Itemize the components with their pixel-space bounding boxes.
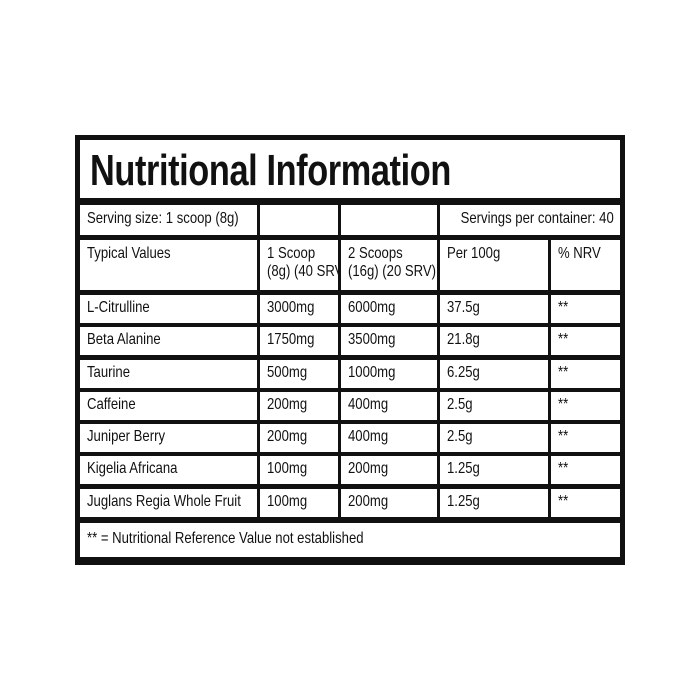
header-text: 2 Scoops xyxy=(348,245,403,262)
cell-text: 1750mg xyxy=(267,331,315,348)
header-text: Per 100g xyxy=(447,245,501,262)
header-cell: 1 Scoop(8g) (40 SRV) xyxy=(260,240,338,290)
cell-text: Juglans Regia Whole Fruit xyxy=(87,493,241,510)
table-cell: 100mg xyxy=(260,456,338,484)
cell-text: 100mg xyxy=(267,460,308,477)
table-cell: 500mg xyxy=(260,360,338,388)
table-cell: 200mg xyxy=(260,392,338,420)
cell-text: Juniper Berry xyxy=(87,428,166,445)
cell-text: 1000mg xyxy=(348,364,396,381)
footnote-cell: ** = Nutritional Reference Value not est… xyxy=(80,523,620,557)
header-text: 1 Scoop xyxy=(267,245,316,262)
header-cell: 2 Scoops (16g) (20 SRV) xyxy=(341,240,437,290)
table-cell: 400mg xyxy=(341,392,437,420)
empty-cell xyxy=(341,205,437,235)
table-cell: 1.25g xyxy=(440,489,548,517)
serving-cell: Servings per container: 40 xyxy=(440,205,620,235)
cell-text: 3000mg xyxy=(267,299,315,316)
cell-text: 37.5g xyxy=(447,299,480,316)
table-cell: 200mg xyxy=(260,424,338,452)
table-cell: 2.5g xyxy=(440,392,548,420)
header-text: Typical Values xyxy=(87,245,171,262)
table-cell: 6.25g xyxy=(440,360,548,388)
table-cell: ** xyxy=(551,392,620,420)
table-cell: 2.5g xyxy=(440,424,548,452)
table-cell: 200mg xyxy=(341,456,437,484)
cell-text: 3500mg xyxy=(348,331,396,348)
empty-cell xyxy=(260,205,338,235)
table-cell: 6000mg xyxy=(341,295,437,323)
cell-text: ** xyxy=(558,493,569,510)
table-cell: ** xyxy=(551,327,620,355)
cell-text: 2.5g xyxy=(447,428,473,445)
serving-cell: Serving size: 1 scoop (8g) xyxy=(80,205,257,235)
title-cell: Nutritional Information xyxy=(80,140,620,198)
cell-text: ** xyxy=(558,428,569,445)
cell-text: ** xyxy=(558,364,569,381)
cell-text: ** xyxy=(558,396,569,413)
cell-text: 200mg xyxy=(267,396,308,413)
table-cell: Caffeine xyxy=(80,392,257,420)
header-cell: % NRV xyxy=(551,240,620,290)
cell-text: ** xyxy=(558,460,569,477)
cell-text: 21.8g xyxy=(447,331,480,348)
table-cell: ** xyxy=(551,424,620,452)
cell-text: Kigelia Africana xyxy=(87,460,178,477)
cell-text: Beta Alanine xyxy=(87,331,161,348)
table-cell: 400mg xyxy=(341,424,437,452)
cell-text: Taurine xyxy=(87,364,131,381)
cell-text: 200mg xyxy=(348,493,389,510)
cell-text: 1.25g xyxy=(447,493,480,510)
header-cell: Typical Values xyxy=(80,240,257,290)
serving-size: Serving size: 1 scoop (8g) xyxy=(87,210,239,227)
table-cell: ** xyxy=(551,489,620,517)
table-cell: 1000mg xyxy=(341,360,437,388)
cell-text: 400mg xyxy=(348,428,389,445)
table-cell: 200mg xyxy=(341,489,437,517)
table-cell: 3000mg xyxy=(260,295,338,323)
header-text: % NRV xyxy=(558,245,601,262)
table-cell: Kigelia Africana xyxy=(80,456,257,484)
cell-text: 100mg xyxy=(267,493,308,510)
header-text: (8g) (40 SRV) xyxy=(267,263,338,280)
cell-text: Caffeine xyxy=(87,396,136,413)
cell-text: 6.25g xyxy=(447,364,480,381)
table-cell: 1750mg xyxy=(260,327,338,355)
header-cell: Per 100g xyxy=(440,240,548,290)
cell-text: 500mg xyxy=(267,364,308,381)
cell-text: 1.25g xyxy=(447,460,480,477)
footnote: ** = Nutritional Reference Value not est… xyxy=(87,530,364,547)
title: Nutritional Information xyxy=(90,146,451,195)
cell-text: 2.5g xyxy=(447,396,473,413)
table-cell: 3500mg xyxy=(341,327,437,355)
table-cell: 37.5g xyxy=(440,295,548,323)
table-cell: ** xyxy=(551,456,620,484)
table-cell: Taurine xyxy=(80,360,257,388)
table-cell: Beta Alanine xyxy=(80,327,257,355)
table-cell: 100mg xyxy=(260,489,338,517)
cell-text: 200mg xyxy=(348,460,389,477)
cell-text: 6000mg xyxy=(348,299,396,316)
cell-text: ** xyxy=(558,331,569,348)
table-cell: L-Citrulline xyxy=(80,295,257,323)
header-text: (16g) (20 SRV) xyxy=(348,263,436,280)
table-cell: 21.8g xyxy=(440,327,548,355)
cell-text: L-Citrulline xyxy=(87,299,150,316)
table-cell: ** xyxy=(551,360,620,388)
cell-text: 400mg xyxy=(348,396,389,413)
table-cell: ** xyxy=(551,295,620,323)
servings-per-container: Servings per container: 40 xyxy=(460,210,614,227)
cell-text: ** xyxy=(558,299,569,316)
table-cell: Juglans Regia Whole Fruit xyxy=(80,489,257,517)
cell-text: 200mg xyxy=(267,428,308,445)
table-cell: Juniper Berry xyxy=(80,424,257,452)
table-cell: 1.25g xyxy=(440,456,548,484)
